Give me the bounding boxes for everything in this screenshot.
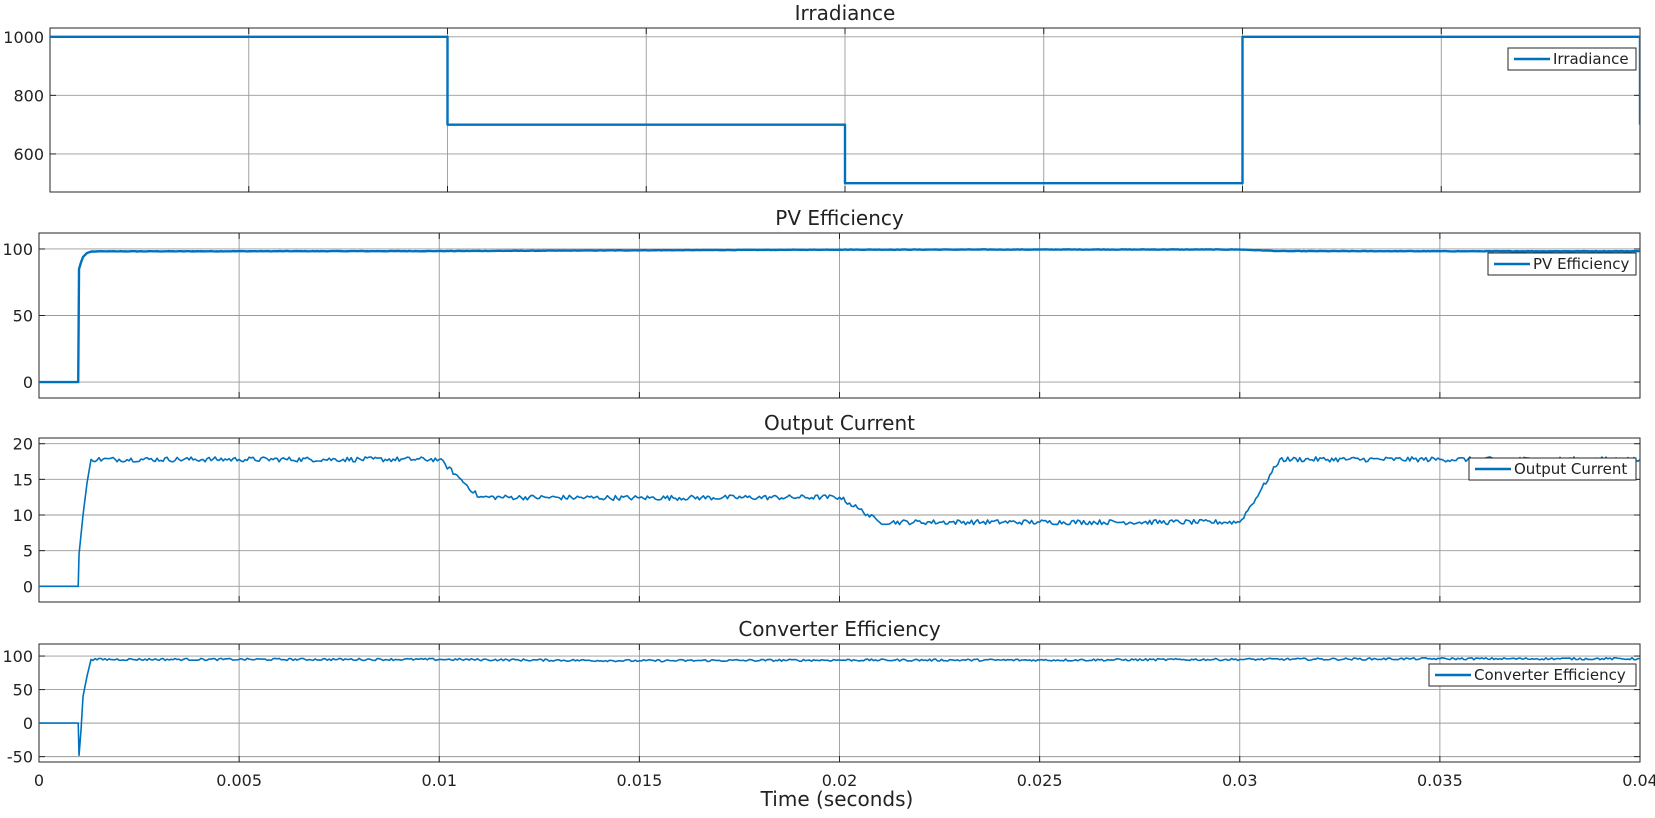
x-tick-label: 0.035 [1417, 771, 1463, 790]
series-line [39, 456, 1640, 588]
y-tick-label: 100 [2, 647, 33, 666]
x-tick-label: 0.025 [1017, 771, 1063, 790]
y-tick-label: 600 [13, 145, 44, 164]
y-tick-label: 50 [13, 681, 33, 700]
x-tick-label: 0.01 [421, 771, 457, 790]
x-tick-label: 0.015 [616, 771, 662, 790]
y-tick-label: 20 [13, 435, 33, 454]
x-tick-label: 0.04 [1622, 771, 1655, 790]
legend: Output Current [1468, 457, 1637, 481]
y-tick-label: 0 [23, 714, 33, 733]
x-tick-label: 0.005 [216, 771, 262, 790]
y-tick-label: 0 [23, 577, 33, 596]
x-tick-label: 0.03 [1222, 771, 1258, 790]
y-tick-label: -50 [7, 748, 33, 767]
y-tick-label: 5 [23, 542, 33, 561]
y-tick-label: 50 [13, 307, 33, 326]
subplot-2: PV Efficiency 0 50 100 PV Efficiency [2, 206, 1641, 399]
subplot-title: Converter Efficiency [738, 617, 940, 641]
y-tick-label: 15 [13, 470, 33, 489]
legend: PV Efficiency [1487, 252, 1637, 276]
legend-box [1507, 47, 1637, 71]
y-tick-label: 800 [13, 86, 44, 105]
x-tick-label: 0 [34, 771, 44, 790]
subplot-3: Output Current 0 5 10 15 20 Output Current [13, 411, 1641, 603]
legend: Converter Efficiency [1428, 663, 1637, 687]
subplot-title: PV Efficiency [775, 206, 904, 230]
y-tick-label: 100 [2, 240, 33, 259]
subplot-1: Irradiance 600 800 1000 Irradiance [3, 1, 1641, 193]
y-tick-label: 1000 [3, 28, 44, 47]
legend-box [1487, 252, 1637, 276]
x-tick-label: 0.02 [822, 771, 858, 790]
y-tick-label: 10 [13, 506, 33, 525]
legend-label: Irradiance [1553, 50, 1629, 68]
legend: Irradiance [1507, 47, 1637, 71]
legend-label: Converter Efficiency [1474, 666, 1626, 684]
y-tick-label: 0 [23, 373, 33, 392]
legend-box [1428, 663, 1637, 687]
series-line [39, 248, 1640, 384]
x-axis-label: Time (seconds) [760, 787, 914, 811]
legend-box [1468, 457, 1637, 481]
legend-label: Output Current [1514, 460, 1627, 478]
series-line [50, 35, 1640, 185]
subplot-title: Irradiance [795, 1, 896, 25]
legend-label: PV Efficiency [1533, 255, 1629, 273]
subplot-title: Output Current [764, 411, 915, 435]
series-line [39, 656, 1640, 757]
